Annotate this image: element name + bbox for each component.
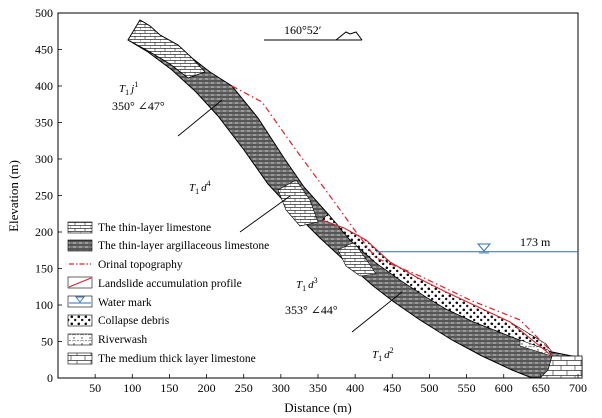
legend-swatch-collapse-debris [67, 314, 93, 327]
water-mark-icon [476, 243, 492, 252]
stratum-boundaries [177, 99, 403, 333]
water-level-label: 173 m [520, 235, 551, 249]
x-tick-label: 350 [309, 381, 327, 395]
x-tick-label: 550 [458, 381, 476, 395]
x-tick-label: 700 [569, 381, 587, 395]
x-tick-label: 400 [346, 381, 364, 395]
midslope-limestone-band [277, 179, 319, 227]
x-tick-label: 200 [198, 381, 216, 395]
legend-label: Water mark [98, 297, 152, 309]
x-tick-label: 450 [383, 381, 401, 395]
y-tick-label: 450 [35, 43, 53, 57]
y-tick-label: 500 [35, 6, 53, 20]
x-tick-label: 50 [89, 381, 101, 395]
y-tick-label: 200 [35, 225, 53, 239]
water-level: 173 m [376, 235, 578, 254]
y-tick-label: 150 [35, 262, 53, 276]
x-axis-title: Distance (m) [284, 400, 352, 415]
orientation-label: 160°52′ [284, 23, 322, 37]
stratum-label-t1d2: T1 d2 [372, 346, 394, 363]
legend-swatch-riverwash [67, 333, 93, 346]
attitude-upper: 350° ∠47° [112, 99, 165, 113]
x-axis: 50 100 150 200 250 300 350 400 450 500 550 600 650 70… [89, 374, 587, 395]
x-tick-label: 150 [160, 381, 178, 395]
x-tick-label: 650 [532, 381, 550, 395]
y-axis: 0 50 100 150 200 250 300 350 400 450 500 [35, 6, 62, 385]
boundary-t1j1-t1d4 [177, 99, 223, 137]
legend-label: Collapse debris [98, 315, 170, 327]
legend-label: The medium thick layer limestone [98, 353, 256, 365]
boundary-t1d4-t1d3 [239, 195, 291, 233]
orientation-arrow-icon [335, 31, 363, 41]
toe-medium-limestone [539, 355, 583, 379]
x-tick-label: 250 [235, 381, 253, 395]
crest-limestone-layer [127, 19, 206, 79]
y-tick-label: 400 [35, 79, 53, 93]
attitude-lower: 353° ∠44° [285, 303, 338, 317]
landslide-accumulation [321, 213, 553, 357]
legend-swatch-medium-thick-layer-limestone [67, 352, 93, 365]
legend-swatch-landslide-accumulation-profile [68, 277, 92, 288]
x-tick-label: 600 [495, 381, 513, 395]
legend-swatch-thin-layer-argillaceous-limestone [67, 239, 93, 252]
legend: The thin-layer limestone The thin-layer … [67, 221, 269, 365]
stratum-label-t1d4: T1 d4 [189, 179, 211, 196]
legend-label: Landslide accumulation profile [98, 278, 242, 290]
legend-label: Riverwash [98, 334, 147, 346]
stratum-label-t1j1: T1 j1 [119, 80, 138, 97]
legend-label: Orinal topography [98, 259, 183, 271]
x-tick-label: 500 [420, 381, 438, 395]
orientation-symbol: 160°52′ [264, 23, 363, 41]
boundary-t1d3-t1d2 [351, 291, 403, 333]
y-axis-title: Elevation (m) [6, 160, 21, 232]
y-tick-label: 100 [35, 298, 53, 312]
water-mark-icon [75, 296, 85, 303]
x-tick-label: 100 [123, 381, 141, 395]
y-tick-label: 300 [35, 152, 53, 166]
orinal-topography-line [231, 85, 553, 353]
legend-swatch-thin-layer-limestone [67, 221, 93, 234]
legend-label: The thin-layer limestone [98, 222, 211, 234]
y-tick-label: 0 [47, 371, 53, 385]
stratum-label-t1d3: T1 d3 [296, 276, 318, 293]
legend-label: The thin-layer argillaceous limestone [98, 240, 269, 252]
y-tick-label: 350 [35, 116, 53, 130]
y-tick-label: 50 [41, 335, 53, 349]
y-tick-label: 250 [35, 189, 53, 203]
x-tick-label: 300 [272, 381, 290, 395]
landslide-accumulation-profile-line [321, 219, 553, 357]
